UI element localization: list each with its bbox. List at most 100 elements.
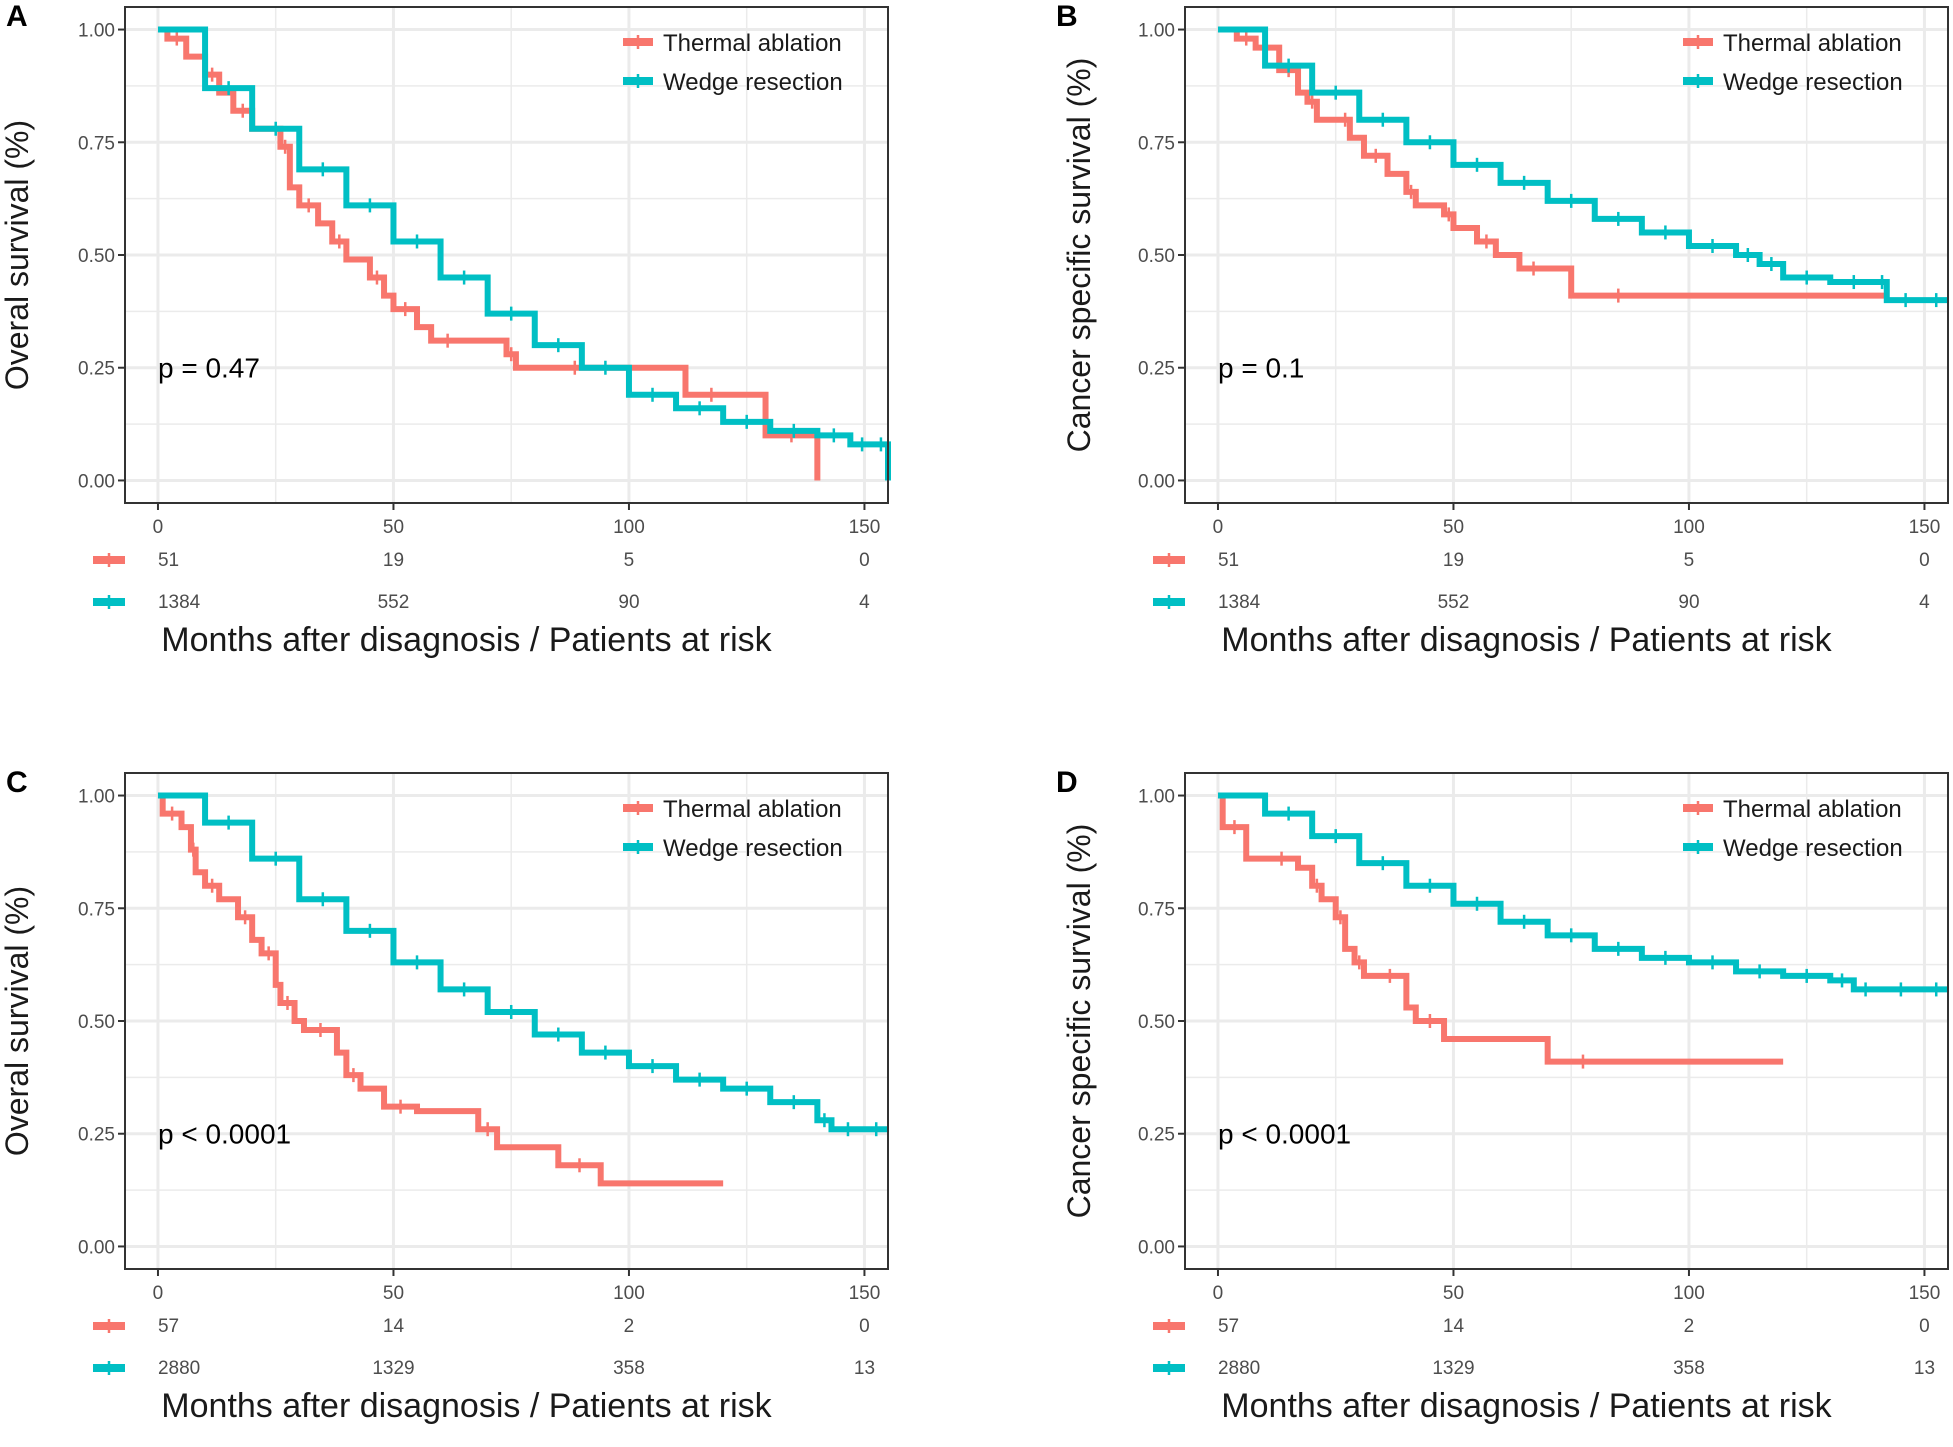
risk-count: 13 xyxy=(854,1358,875,1379)
risk-count: 0 xyxy=(1919,550,1930,571)
y-tick-label: 1.00 xyxy=(1138,787,1175,808)
panel-label: A xyxy=(6,0,28,33)
risk-count: 5 xyxy=(1684,550,1695,571)
risk-count: 2880 xyxy=(158,1358,200,1379)
legend-label: Wedge resection xyxy=(1723,69,1903,96)
y-tick-label: 0.50 xyxy=(1138,246,1175,267)
risk-count: 358 xyxy=(1673,1358,1705,1379)
risk-count: 1329 xyxy=(1432,1358,1474,1379)
y-tick-label: 0.75 xyxy=(1138,899,1175,920)
legend-label: Thermal ablation xyxy=(663,30,842,57)
panel-label: D xyxy=(1056,766,1078,799)
y-tick-label: 0.00 xyxy=(78,471,115,492)
x-axis-title: Months after disagnosis / Patients at ri… xyxy=(161,1387,772,1425)
risk-count: 0 xyxy=(1919,1316,1930,1337)
km-curve-thermal-ablation xyxy=(157,26,821,481)
x-tick-label: 50 xyxy=(1443,1283,1464,1304)
legend-label: Wedge resection xyxy=(663,69,843,96)
x-tick-label: 100 xyxy=(1673,517,1705,538)
risk-count: 552 xyxy=(1438,592,1470,613)
risk-count: 4 xyxy=(1919,592,1930,613)
legend-label: Thermal ablation xyxy=(1723,796,1902,823)
risk-count: 51 xyxy=(1218,550,1239,571)
risk-count: 1384 xyxy=(1218,592,1261,613)
y-axis-title: Cancer specific survival (%) xyxy=(1061,824,1097,1219)
panel-label: C xyxy=(6,766,28,799)
legend-label: Thermal ablation xyxy=(663,796,842,823)
km-curve-thermal-ablation xyxy=(1217,26,1887,299)
risk-count: 19 xyxy=(1443,550,1464,571)
panel-d: D 0.00 0.25 0.50 0.75 1.00 0 50 100 150 Thermal ab… xyxy=(1056,766,1949,1425)
p-value: p < 0.0001 xyxy=(158,1119,291,1150)
risk-count: 14 xyxy=(1443,1316,1465,1337)
panel-label: B xyxy=(1056,0,1078,33)
risk-count: 2 xyxy=(1684,1316,1695,1337)
risk-count: 90 xyxy=(618,592,639,613)
risk-count: 51 xyxy=(158,550,179,571)
y-tick-label: 0.25 xyxy=(1138,359,1175,380)
x-tick-label: 100 xyxy=(613,1283,645,1304)
x-axis-title: Months after disagnosis / Patients at ri… xyxy=(1221,621,1832,659)
x-tick-label: 150 xyxy=(1909,517,1941,538)
plot-border xyxy=(1184,772,1949,1270)
risk-count: 2 xyxy=(624,1316,635,1337)
y-tick-label: 0.75 xyxy=(78,133,115,154)
y-tick-label: 0.25 xyxy=(78,1125,115,1146)
panel-c: C 0.00 0.25 0.50 0.75 1.00 0 50 100 150 Thermal ab… xyxy=(0,766,889,1425)
km-curve-wedge-resection xyxy=(1217,792,1948,993)
km-curve-thermal-ablation xyxy=(1217,792,1784,1065)
risk-count: 5 xyxy=(624,550,635,571)
y-tick-label: 0.50 xyxy=(1138,1012,1175,1033)
y-axis-title: Overal survival (%) xyxy=(0,886,35,1156)
plot-border xyxy=(1184,6,1949,504)
risk-count: 4 xyxy=(859,592,870,613)
x-tick-label: 50 xyxy=(383,517,404,538)
x-tick-label: 150 xyxy=(849,517,881,538)
plot-border xyxy=(124,772,889,1270)
x-tick-label: 50 xyxy=(383,1283,404,1304)
y-tick-label: 0.00 xyxy=(1138,1237,1175,1258)
y-tick-label: 0.50 xyxy=(78,246,115,267)
risk-count: 14 xyxy=(383,1316,405,1337)
y-tick-label: 0.25 xyxy=(78,359,115,380)
risk-count: 358 xyxy=(613,1358,645,1379)
risk-count: 57 xyxy=(158,1316,179,1337)
legend-label: Wedge resection xyxy=(1723,835,1903,862)
risk-count: 1329 xyxy=(372,1358,414,1379)
x-tick-label: 0 xyxy=(153,517,164,538)
legend-label: Thermal ablation xyxy=(1723,30,1902,57)
x-tick-label: 150 xyxy=(1909,1283,1941,1304)
risk-count: 57 xyxy=(1218,1316,1239,1337)
y-tick-label: 0.75 xyxy=(1138,133,1175,154)
x-tick-label: 100 xyxy=(1673,1283,1705,1304)
risk-count: 90 xyxy=(1678,592,1699,613)
risk-count: 0 xyxy=(859,1316,870,1337)
x-axis-title: Months after disagnosis / Patients at ri… xyxy=(1221,1387,1832,1425)
x-tick-label: 100 xyxy=(613,517,645,538)
y-tick-label: 0.00 xyxy=(78,1237,115,1258)
x-tick-label: 150 xyxy=(849,1283,881,1304)
risk-count: 19 xyxy=(383,550,404,571)
risk-count: 13 xyxy=(1914,1358,1935,1379)
p-value: p = 0.1 xyxy=(1218,353,1304,384)
x-tick-label: 0 xyxy=(1213,517,1224,538)
risk-count: 1384 xyxy=(158,592,201,613)
y-tick-label: 0.50 xyxy=(78,1012,115,1033)
y-tick-label: 1.00 xyxy=(78,787,115,808)
plot-border xyxy=(124,6,889,504)
x-tick-label: 50 xyxy=(1443,517,1464,538)
y-tick-label: 0.75 xyxy=(78,899,115,920)
km-curve-wedge-resection xyxy=(157,792,888,1133)
y-tick-label: 0.00 xyxy=(1138,471,1175,492)
y-tick-label: 1.00 xyxy=(1138,21,1175,42)
x-tick-label: 0 xyxy=(153,1283,164,1304)
y-tick-label: 0.25 xyxy=(1138,1125,1175,1146)
risk-count: 552 xyxy=(378,592,410,613)
x-tick-label: 0 xyxy=(1213,1283,1224,1304)
y-axis-title: Overal survival (%) xyxy=(0,120,35,390)
x-axis-title: Months after disagnosis / Patients at ri… xyxy=(161,621,772,659)
